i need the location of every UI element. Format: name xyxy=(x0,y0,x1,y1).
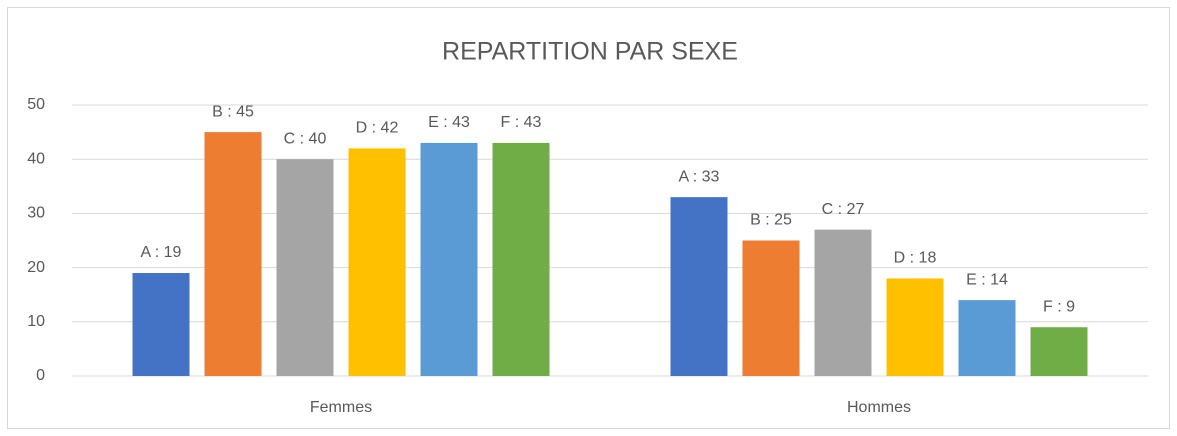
bar xyxy=(886,278,944,376)
y-tick-label: 20 xyxy=(27,259,45,276)
bar xyxy=(1030,327,1088,376)
bar xyxy=(348,148,406,376)
x-tick-label: Hommes xyxy=(847,399,911,416)
data-label: D : 42 xyxy=(356,120,399,137)
data-label: F : 43 xyxy=(501,114,542,131)
data-label: A : 33 xyxy=(679,168,720,185)
data-label: E : 43 xyxy=(428,114,470,131)
data-label: D : 18 xyxy=(894,250,937,267)
bar xyxy=(420,142,478,376)
x-tick-label: Femmes xyxy=(310,399,372,416)
bar xyxy=(742,240,800,376)
bar xyxy=(132,273,190,376)
y-tick-label: 30 xyxy=(27,205,45,222)
data-label: E : 14 xyxy=(966,271,1008,288)
data-label: B : 25 xyxy=(750,212,792,229)
y-tick-label: 50 xyxy=(27,96,45,113)
chart-title: REPARTITION PAR SEXE xyxy=(442,38,738,66)
bar xyxy=(814,229,872,376)
data-label: F : 9 xyxy=(1043,298,1075,315)
y-tick-label: 10 xyxy=(27,313,45,330)
y-tick-label: 40 xyxy=(27,150,45,167)
bar xyxy=(492,142,550,376)
data-label: A : 19 xyxy=(141,244,182,261)
data-label: B : 45 xyxy=(212,103,254,120)
bar xyxy=(958,300,1016,376)
bar xyxy=(204,132,262,376)
data-label: C : 40 xyxy=(284,130,327,147)
bar xyxy=(670,197,728,376)
y-tick-label: 0 xyxy=(36,367,45,384)
data-label: C : 27 xyxy=(822,201,865,218)
bar xyxy=(276,159,334,376)
